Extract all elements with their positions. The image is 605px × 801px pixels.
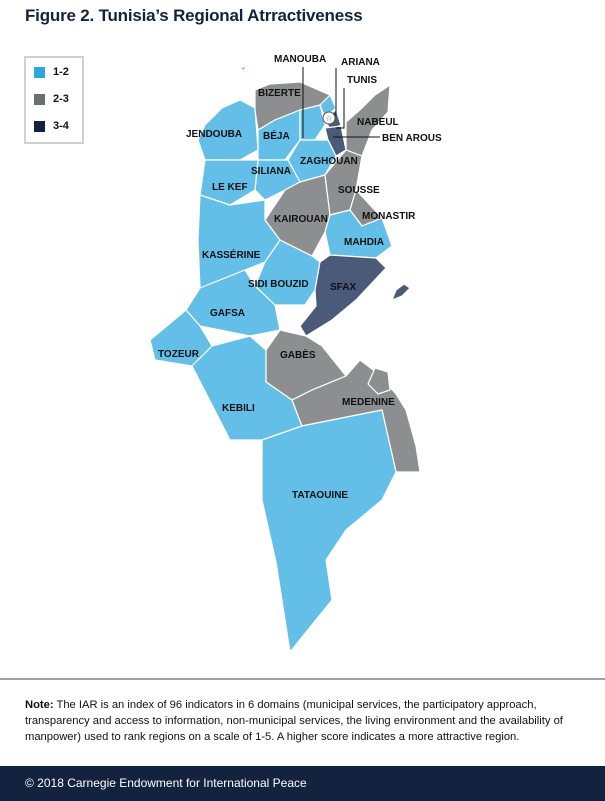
- region-label-jendouba: JENDOUBA: [186, 129, 242, 140]
- capital-star-glyph: ☆: [325, 114, 332, 123]
- region-label-gafsa: GAFSA: [210, 308, 245, 319]
- region-label-mahdia: MAHDIA: [344, 237, 384, 248]
- legend-swatch: [34, 66, 45, 78]
- legend-item-1-2: 1-2: [34, 66, 69, 78]
- region-label-sidi-bouzid: SIDI BOUZID: [248, 279, 309, 290]
- legend-label: 2-3: [53, 93, 69, 105]
- divider: [0, 678, 605, 680]
- legend-item-2-3: 2-3: [34, 93, 69, 105]
- region-label-sousse: SOUSSE: [338, 185, 380, 196]
- kerkennah-island: [391, 283, 411, 301]
- djerba-island: [367, 367, 391, 395]
- region-label-gabes: GABÈS: [280, 348, 316, 361]
- region-label-nabeul: NABEUL: [357, 117, 399, 128]
- region-label-siliana: SILIANA: [251, 166, 291, 177]
- legend-label: 3-4: [53, 120, 69, 132]
- figure-title: Figure 2. Tunisia’s Regional Atrractiven…: [25, 6, 363, 25]
- region-label-tunis: TUNIS: [347, 75, 377, 86]
- region-label-kairouan: KAIROUAN: [274, 214, 328, 225]
- region-label-tozeur: TOZEUR: [158, 349, 200, 360]
- tunisia-map: ☆ JENDOUBA BIZERTE BÉJA MANOUBA ARIANA TUNIS B…: [149, 54, 442, 653]
- legend-swatch: [34, 120, 45, 132]
- region-label-monastir: MONASTIR: [362, 211, 416, 222]
- region-label-manouba: MANOUBA: [274, 54, 326, 65]
- region-tataouine: [261, 409, 397, 653]
- region-label-zaghouan: ZAGHOUAN: [300, 156, 358, 167]
- legend-label: 1-2: [53, 66, 69, 78]
- legend-swatch: [34, 93, 45, 105]
- galite-island: [239, 65, 247, 72]
- region-label-sfax: SFAX: [330, 282, 356, 293]
- note-text: The IAR is an index of 96 indicators in …: [25, 699, 563, 743]
- legend-item-3-4: 3-4: [34, 120, 69, 132]
- region-label-le-kef: LE KEF: [212, 182, 248, 193]
- copyright: © 2018 Carnegie Endowment for Internatio…: [25, 776, 307, 790]
- capital-star-icon: [322, 111, 336, 125]
- region-label-tataouine: TATAOUINE: [292, 490, 348, 501]
- note-label: Note:: [25, 699, 54, 711]
- region-label-ariana: ARIANA: [341, 57, 380, 68]
- note: Note: The IAR is an index of 96 indicato…: [25, 697, 590, 745]
- legend: 1-2 2-3 3-4: [24, 56, 84, 144]
- region-manouba: [299, 104, 326, 141]
- region-label-ben-arous: BEN AROUS: [382, 133, 442, 144]
- region-label-medenine: MEDENINE: [342, 397, 395, 408]
- region-sfax: [299, 254, 387, 337]
- region-label-kebili: KEBILI: [222, 403, 255, 414]
- footer: © 2018 Carnegie Endowment for Internatio…: [0, 766, 605, 801]
- region-ben-arous: [324, 125, 347, 157]
- leader-line-tunis: [336, 88, 345, 129]
- region-label-beja: BÉJA: [263, 129, 290, 142]
- region-label-kasserine: KASSÉRINE: [202, 248, 261, 261]
- region-mahdia: [324, 209, 393, 259]
- region-label-bizerte: BIZERTE: [258, 88, 301, 99]
